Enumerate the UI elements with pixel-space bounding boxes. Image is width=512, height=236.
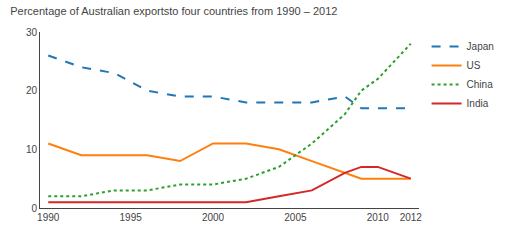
svg-text:1995: 1995 — [120, 212, 143, 223]
svg-text:India: India — [467, 98, 489, 109]
svg-text:10: 10 — [26, 144, 38, 155]
svg-text:1990: 1990 — [37, 212, 60, 223]
svg-text:Percentage of Australian expor: Percentage of Australian exportsto four … — [10, 5, 337, 17]
svg-text:US: US — [467, 60, 481, 71]
svg-text:China: China — [467, 79, 494, 90]
svg-text:2010: 2010 — [367, 212, 390, 223]
svg-text:30: 30 — [26, 27, 38, 38]
svg-text:20: 20 — [26, 85, 38, 96]
svg-text:0: 0 — [31, 203, 37, 214]
svg-text:2012: 2012 — [400, 212, 423, 223]
svg-text:2000: 2000 — [202, 212, 225, 223]
svg-text:2005: 2005 — [284, 212, 307, 223]
svg-text:Japan: Japan — [467, 41, 494, 52]
